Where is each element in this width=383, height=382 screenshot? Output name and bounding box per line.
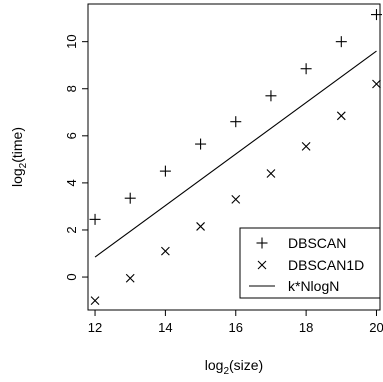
y-tick-label: 0 — [64, 273, 79, 280]
point-dbscan1d — [90, 296, 100, 305]
point-dbscan — [124, 192, 136, 204]
point-dbscan — [265, 90, 277, 102]
point-dbscan1d-b — [161, 246, 170, 256]
legend-label-dbscan1d: DBSCAN1D — [288, 257, 364, 273]
x-axis: 12 14 16 18 20 — [88, 309, 383, 335]
point-dbscan — [159, 165, 171, 177]
x-tick-label: 14 — [158, 320, 172, 335]
legend-label-dbscan: DBSCAN — [288, 235, 346, 251]
y-tick-label: 4 — [64, 179, 79, 186]
y-axis-label-tail: (time) — [9, 127, 25, 163]
legend-symbol-dbscan — [256, 237, 268, 249]
legend-label-knlogn: k*NlogN — [288, 278, 339, 294]
legend-marks — [249, 237, 275, 287]
point-dbscan1d-b — [266, 169, 276, 178]
point-dbscan — [195, 138, 207, 150]
point-dbscan1d-b — [301, 142, 311, 151]
y-axis-label-subscript: 2 — [18, 162, 29, 168]
point-dbscan — [300, 63, 312, 75]
y-axis-label-main: log — [9, 168, 25, 187]
point-dbscan — [89, 213, 101, 225]
point-dbscan — [230, 116, 242, 128]
y-tick-label: 6 — [64, 132, 79, 139]
point-dbscan1d — [231, 194, 241, 204]
x-tick-label: 16 — [229, 320, 243, 335]
point-dbscan1d — [372, 79, 381, 89]
y-tick-label: 2 — [64, 226, 79, 233]
point-dbscan1d — [266, 169, 276, 178]
point-dbscan1d — [125, 273, 135, 283]
legend: DBSCAN DBSCAN1D k*NlogN — [239, 227, 381, 299]
y-axis-label: log2(time) — [9, 127, 29, 187]
x-axis-label-tail: (size) — [229, 357, 263, 373]
point-dbscan1d — [161, 246, 170, 256]
legend-symbol-dbscan1d — [257, 260, 267, 270]
point-dbscan1d-b — [125, 273, 135, 283]
point-dbscan1d — [336, 111, 346, 121]
x-tick-label: 18 — [299, 320, 313, 335]
fit-line — [94, 50, 377, 258]
point-dbscan1d-b — [372, 79, 381, 89]
x-tick-label: 12 — [88, 320, 102, 335]
legend-symbol-dbscan1d-b — [257, 260, 267, 270]
x-tick-label: 20 — [369, 320, 383, 335]
point-dbscan1d-b — [196, 222, 205, 231]
y-tick-label: 10 — [64, 34, 79, 48]
point-dbscan1d — [301, 142, 311, 151]
x-axis-label-main: log — [205, 357, 224, 373]
y-tick-label: 8 — [64, 85, 79, 92]
point-dbscan1d-b — [90, 296, 100, 305]
point-dbscan — [370, 9, 382, 21]
data-marks — [89, 9, 382, 305]
point-dbscan1d — [196, 222, 205, 231]
point-dbscan1d-b — [231, 194, 241, 204]
x-axis-label: log2(size) — [205, 357, 263, 377]
point-dbscan1d-b — [336, 111, 346, 121]
point-dbscan — [335, 36, 347, 48]
x-axis-label-subscript: 2 — [223, 366, 229, 377]
y-axis: 0 2 4 6 8 10 — [64, 34, 89, 281]
